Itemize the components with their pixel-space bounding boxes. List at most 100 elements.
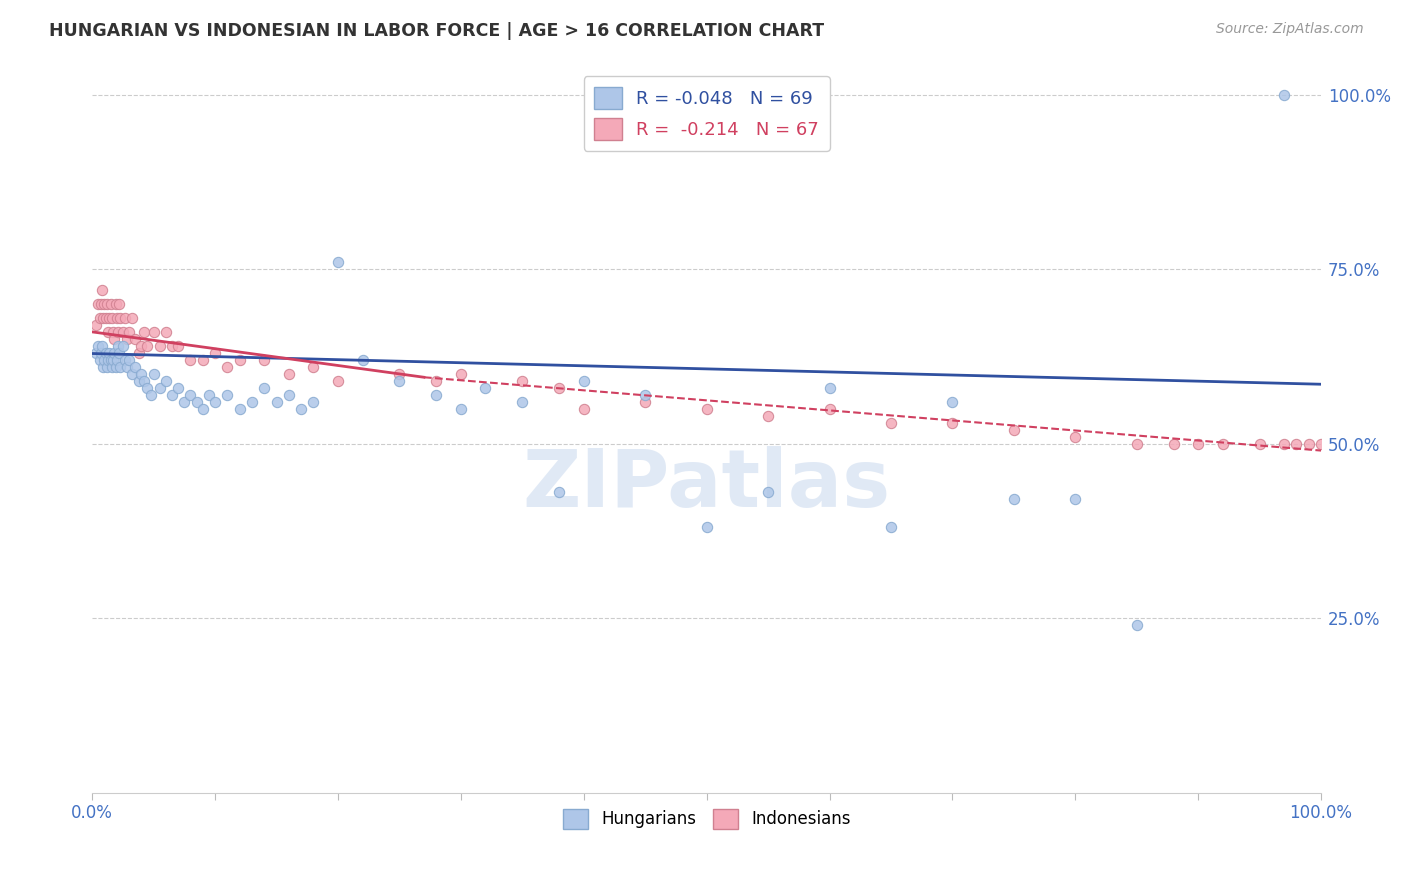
Point [118,325,141,339]
Point [121,310,143,325]
Point [89,310,111,325]
Point [132,374,155,388]
Point [108,346,131,360]
Point [89,352,111,367]
Point [101,359,124,374]
Point [228,401,250,416]
Point [1064,492,1087,507]
Point [634,394,657,409]
Point [141,388,163,402]
Point [142,367,165,381]
Point [98,310,121,325]
Point [186,394,208,409]
Point [105,352,128,367]
Point [114,352,136,367]
Point [277,367,299,381]
Text: ZIPatlas: ZIPatlas [523,446,891,524]
Text: Source: ZipAtlas.com: Source: ZipAtlas.com [1216,22,1364,37]
Point [101,352,124,367]
Point [173,394,195,409]
Point [87,297,110,311]
Point [1002,492,1025,507]
Point [425,374,447,388]
Point [118,352,141,367]
Point [87,339,110,353]
Point [149,339,172,353]
Point [155,374,177,388]
Point [104,359,127,374]
Point [572,401,595,416]
Point [107,325,129,339]
Point [84,346,107,360]
Point [91,359,114,374]
Point [191,352,214,367]
Point [149,381,172,395]
Point [388,374,411,388]
Point [93,352,115,367]
Point [548,485,571,500]
Point [756,409,779,423]
Point [136,381,159,395]
Point [1187,436,1209,450]
Point [696,401,718,416]
Point [1285,436,1308,450]
Point [191,401,214,416]
Text: HUNGARIAN VS INDONESIAN IN LABOR FORCE | AGE > 16 CORRELATION CHART: HUNGARIAN VS INDONESIAN IN LABOR FORCE |… [49,22,824,40]
Point [204,394,226,409]
Point [103,332,125,346]
Point [114,310,136,325]
Point [155,325,177,339]
Point [131,367,153,381]
Point [128,346,150,360]
Point [136,339,159,353]
Point [388,367,411,381]
Point [107,339,129,353]
Point [111,325,134,339]
Point [98,346,121,360]
Point [1298,436,1320,450]
Point [167,339,190,353]
Point [880,416,903,430]
Point [450,367,472,381]
Point [204,346,226,360]
Point [1310,436,1333,450]
Point [90,346,112,360]
Point [352,352,374,367]
Point [167,381,190,395]
Point [101,310,124,325]
Point [160,339,183,353]
Point [100,352,122,367]
Point [91,310,114,325]
Point [105,310,128,325]
Point [108,297,131,311]
Point [941,416,963,430]
Point [941,394,963,409]
Point [115,359,138,374]
Point [94,310,117,325]
Point [1125,436,1147,450]
Point [548,381,571,395]
Point [97,352,120,367]
Point [474,381,496,395]
Point [91,339,114,353]
Point [510,374,533,388]
Point [1163,436,1185,450]
Point [179,352,201,367]
Point [110,310,132,325]
Point [111,339,134,353]
Point [510,394,533,409]
Point [198,388,221,402]
Point [91,283,114,297]
Point [326,255,349,269]
Point [93,297,115,311]
Point [253,352,276,367]
Point [160,388,183,402]
Point [115,332,138,346]
Point [1002,423,1025,437]
Point [302,394,325,409]
Point [217,359,239,374]
Point [450,401,472,416]
Point [103,346,125,360]
Legend: Hungarians, Indonesians: Hungarians, Indonesians [555,802,858,836]
Point [132,325,155,339]
